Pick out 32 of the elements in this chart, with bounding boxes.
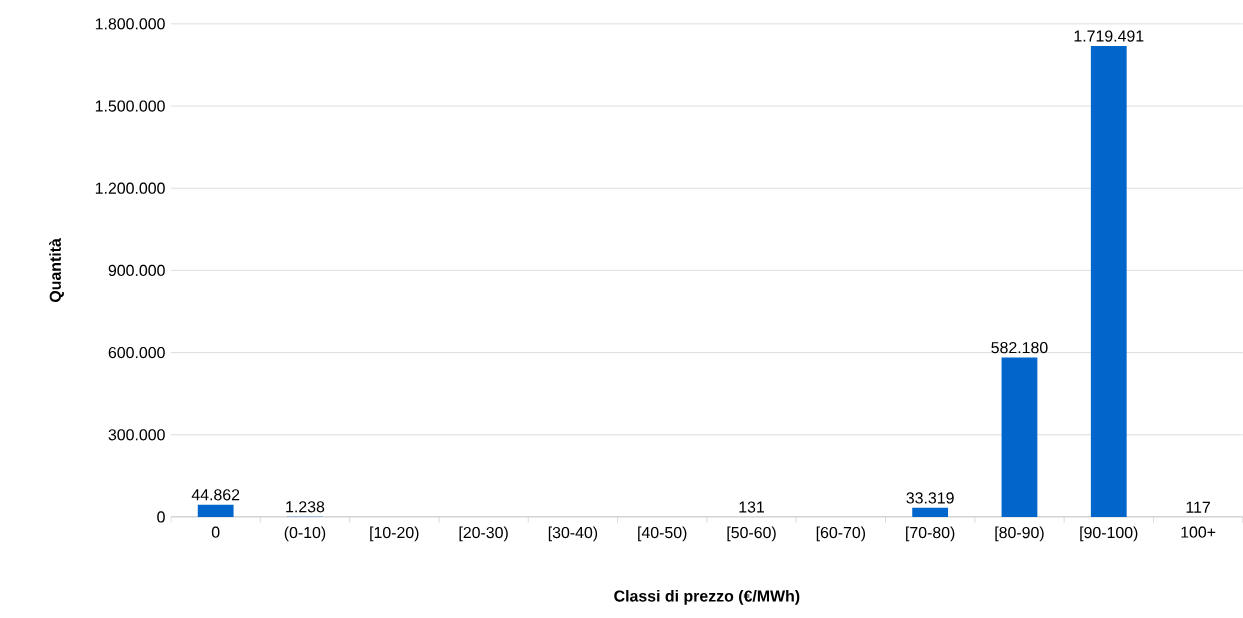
- bar: [1090, 45, 1127, 517]
- x-tick-label: (0-10): [284, 526, 326, 542]
- bar: [912, 507, 949, 517]
- data-label: 131: [739, 501, 765, 513]
- x-tick-label: [20-30): [459, 526, 508, 542]
- x-tick-label: [60-70): [816, 526, 866, 542]
- x-axis-title: Classi di prezzo (€/MWh): [614, 589, 800, 605]
- bar: [1001, 357, 1038, 517]
- y-tick-label: 300.000: [108, 428, 165, 441]
- y-tick-label: 0: [157, 511, 165, 523]
- y-tick-label: 900.000: [108, 264, 165, 276]
- data-label: 117: [1186, 501, 1210, 513]
- y-tick-label: 1.200.000: [95, 182, 165, 194]
- data-label: 1.238: [286, 500, 325, 513]
- y-axis-title: Quantità: [49, 237, 64, 302]
- data-label: 582.180: [991, 341, 1048, 354]
- x-tick-label: [50-60): [727, 526, 776, 542]
- y-tick-label: 1.800.000: [95, 18, 165, 30]
- x-tick-label: [30-40): [548, 526, 598, 542]
- x-tick-label: [90-100): [1080, 526, 1138, 542]
- x-tick-label: [40-50): [638, 526, 687, 542]
- data-label: 44.862: [191, 488, 240, 501]
- y-tick-label: 1.500.000: [95, 100, 165, 112]
- data-label: 1.719.491: [1074, 30, 1144, 42]
- x-tick-label: [80-90): [995, 526, 1044, 542]
- x-tick-label: 0: [211, 526, 220, 538]
- data-label: 33.319: [906, 492, 954, 504]
- y-tick-label: 600.000: [108, 346, 165, 359]
- x-tick-label: [70-80): [906, 526, 955, 542]
- x-tick-label: [10-20): [370, 526, 419, 542]
- x-tick-label: 100+: [1181, 526, 1216, 538]
- bar: [197, 504, 234, 517]
